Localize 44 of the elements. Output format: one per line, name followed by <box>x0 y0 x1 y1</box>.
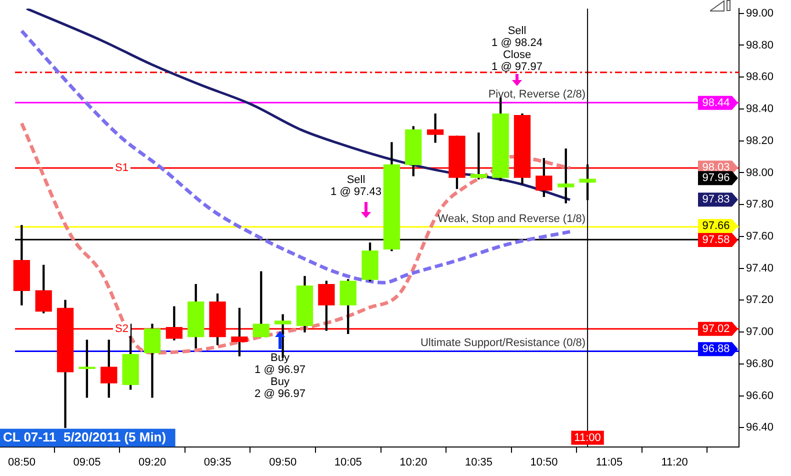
y-tick-label: 97.60 <box>746 230 774 242</box>
annotation: 96.88 <box>702 343 730 356</box>
annotation: 97.96 <box>702 172 730 184</box>
x-tick-label: 09:50 <box>269 456 297 468</box>
annotation: Sell 1 @ 98.24 Close 1 @ 97.97 <box>492 25 542 74</box>
annotation: 97.58 <box>702 234 730 246</box>
y-tick-label: 96.60 <box>746 390 774 402</box>
ref-line-label: 11:00 <box>574 432 601 444</box>
annotation: Sell 1 @ 97.43 <box>330 174 382 198</box>
y-tick-label: 98.40 <box>746 103 774 116</box>
x-tick-label: 09:20 <box>138 456 166 468</box>
y-tick-label: 98.80 <box>746 39 774 52</box>
y-tick-label: 97.80 <box>746 198 774 211</box>
x-tick-label: 11:05 <box>596 456 623 468</box>
candlestick <box>426 113 444 143</box>
x-tick-label: 08:50 <box>8 456 36 468</box>
annotation: Buy 1 @ 96.97 Buy 2 @ 96.97 <box>254 352 306 400</box>
y-tick-label: 97.40 <box>746 262 774 274</box>
x-tick-label: 10:35 <box>464 456 492 468</box>
y-tick-label: 98.00 <box>746 166 774 179</box>
x-tick-label: 11:20 <box>661 456 688 468</box>
annotation: 97.83 <box>702 194 730 206</box>
annotation: 98.44 <box>702 96 730 109</box>
y-tick-label: 97.00 <box>746 326 774 338</box>
annotation: 98.03 <box>702 162 730 174</box>
ref-line-label: S2 <box>115 322 128 335</box>
x-tick-label: 09:05 <box>73 456 101 468</box>
y-tick-label: 96.40 <box>746 422 774 434</box>
text: CL 07-11 5/20/2011 (5 Min) <box>3 429 166 444</box>
y-tick-label: 98.60 <box>746 71 774 84</box>
ref-line-label: Ultimate Support/Resistance (0/8) <box>420 337 586 350</box>
y-tick-label: 96.80 <box>746 358 774 370</box>
x-tick-label: 10:20 <box>400 456 428 468</box>
x-tick-label: 10:05 <box>334 456 362 468</box>
ref-line-label: Weak, Stop and Reverse (1/8) <box>438 212 586 225</box>
y-tick-label: 99.00 <box>746 7 774 20</box>
annotation: 97.66 <box>702 220 730 232</box>
x-tick-label: 09:35 <box>204 456 232 468</box>
x-tick-label: 10:50 <box>530 456 558 468</box>
annotation: 97.02 <box>702 322 730 335</box>
ref-line-label: Pivot, Reverse (2/8) <box>488 88 586 101</box>
y-tick-label: 97.20 <box>746 294 774 306</box>
ref-line-label: S1 <box>115 162 128 174</box>
y-tick-label: 98.20 <box>746 134 774 147</box>
